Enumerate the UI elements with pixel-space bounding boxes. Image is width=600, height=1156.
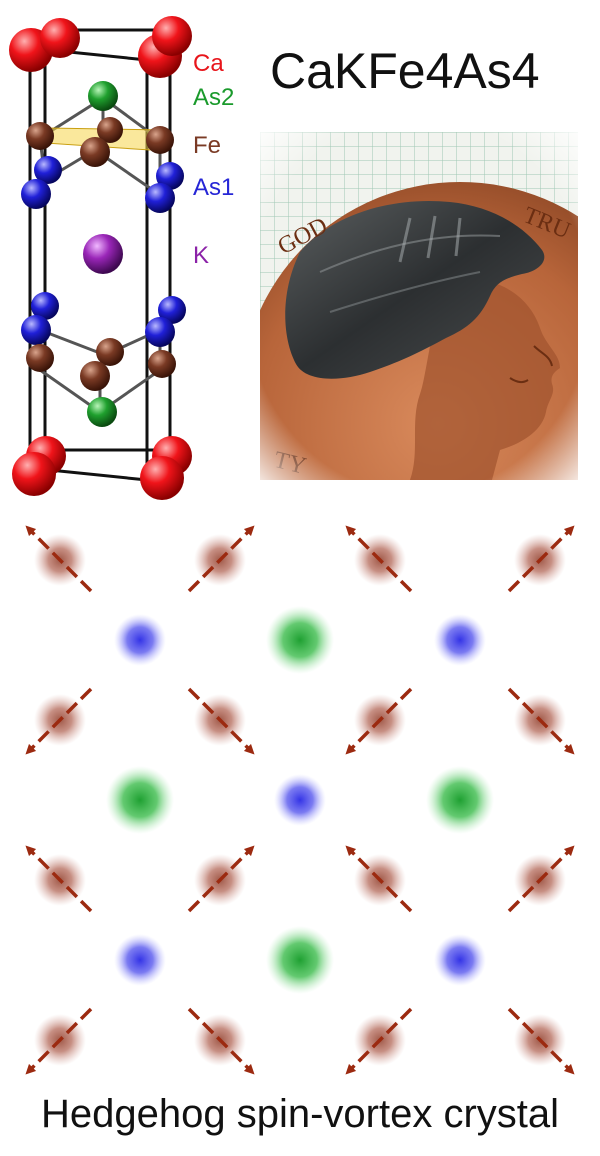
fe-spin-down-right <box>187 1007 255 1075</box>
as2-site <box>426 766 494 834</box>
legend-label-as1: As1 <box>193 174 235 201</box>
fe-spin-up-right <box>187 845 255 913</box>
ca-atom <box>12 452 56 496</box>
spin-arrow <box>187 687 255 755</box>
legend-label-fe: Fe <box>193 132 222 159</box>
spin-arrow <box>25 687 93 755</box>
fe-atom <box>97 117 123 143</box>
as1-site <box>114 934 166 986</box>
fe-spin-down-right <box>507 1007 575 1075</box>
fe-spin-up-right <box>187 525 255 593</box>
as1-atom <box>156 162 184 190</box>
as1-atom <box>158 296 186 324</box>
fe-spin-up-right <box>507 845 575 913</box>
as2-atom <box>87 397 117 427</box>
fe-spin-down-right <box>187 687 255 755</box>
fe-atom <box>148 350 176 378</box>
as1-atom <box>34 156 62 184</box>
fe-spin-down-right <box>507 687 575 755</box>
spin-arrow <box>507 525 575 593</box>
figure-caption: Hedgehog spin-vortex crystal <box>40 1092 560 1136</box>
spin-arrow <box>25 525 93 593</box>
legend-label-k: K <box>193 242 210 269</box>
legend-label-ca: Ca <box>193 50 224 77</box>
as2-site <box>266 926 334 994</box>
spin-arrow <box>345 1007 413 1075</box>
atoms <box>9 16 192 500</box>
k-atom <box>83 234 123 274</box>
spin-arrow <box>345 687 413 755</box>
fe-atom <box>96 338 124 366</box>
legend-label-as2: As2 <box>193 84 235 111</box>
fe-spin-up-left <box>25 525 93 593</box>
spin-arrow <box>345 845 413 913</box>
fe-spin-up-left <box>345 845 413 913</box>
as1-atom <box>145 317 175 347</box>
coin-illustration: GOD TRU TY <box>260 132 578 480</box>
spin-arrow <box>507 1007 575 1075</box>
fe-atom <box>146 126 174 154</box>
fe-spin-up-left <box>25 845 93 913</box>
fe-spin-up-right <box>507 525 575 593</box>
crystal-on-coin-photo: GOD TRU TY <box>260 132 578 480</box>
as1-site <box>434 934 486 986</box>
fe-atom <box>26 122 54 150</box>
as1-site <box>114 614 166 666</box>
as2-site <box>266 606 334 674</box>
spin-vortex-lattice <box>25 525 575 1075</box>
spin-arrow <box>507 845 575 913</box>
spin-arrow <box>187 845 255 913</box>
fe-spin-up-left <box>345 525 413 593</box>
fe-spin-down-left <box>25 687 93 755</box>
as1-site <box>434 614 486 666</box>
spin-arrow <box>25 1007 93 1075</box>
fe-atom <box>80 137 110 167</box>
ca-atom <box>152 16 192 56</box>
as1-atom <box>31 292 59 320</box>
crystal-unit-cell <box>9 16 192 500</box>
spin-arrow <box>507 687 575 755</box>
as1-atom <box>21 179 51 209</box>
spin-arrow <box>25 845 93 913</box>
spin-arrow <box>345 525 413 593</box>
as2-atom <box>88 81 118 111</box>
fe-atom <box>26 344 54 372</box>
fe-spin-down-left <box>345 687 413 755</box>
as1-atom <box>145 183 175 213</box>
spin-arrow <box>187 525 255 593</box>
ca-atom <box>140 456 184 500</box>
ca-atom <box>40 18 80 58</box>
as1-site <box>274 774 326 826</box>
fe-spin-down-left <box>25 1007 93 1075</box>
fe-atom <box>80 361 110 391</box>
as2-site <box>106 766 174 834</box>
spin-arrow <box>187 1007 255 1075</box>
compound-formula: CaKFe4As4 <box>270 43 540 99</box>
fe-spin-down-left <box>345 1007 413 1075</box>
as1-atom <box>21 315 51 345</box>
